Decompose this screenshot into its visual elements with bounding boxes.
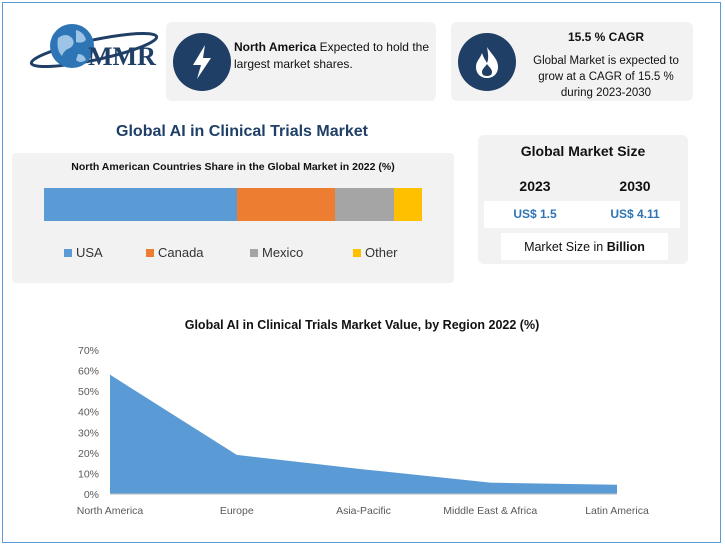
market-size-card: Global Market Size 2023 2030 US$ 1.5 US$… xyxy=(478,135,688,264)
legend-swatch xyxy=(250,248,258,257)
flame-badge xyxy=(458,33,516,91)
country-share-title: North American Countries Share in the Gl… xyxy=(71,161,395,173)
north-america-text: North America Expected to hold the large… xyxy=(234,39,434,73)
country-share-card: North American Countries Share in the Gl… xyxy=(12,153,454,283)
lightning-badge xyxy=(173,33,231,91)
year-2023: 2023 xyxy=(519,178,551,194)
value-2023: US$ 1.5 xyxy=(513,207,557,221)
bar-segment-canada xyxy=(236,188,336,221)
unit-box xyxy=(501,233,668,260)
x-tick-label: Middle East & Africa xyxy=(443,505,537,517)
legend-label: Other xyxy=(365,245,398,260)
y-tick-label: 70% xyxy=(78,345,99,357)
x-tick-label: Latin America xyxy=(585,505,649,517)
cagr-body: Global Market is expected to grow at a C… xyxy=(533,55,679,99)
legend-item-usa: USA xyxy=(64,245,103,260)
legend-label: USA xyxy=(76,245,103,260)
year-2030: 2030 xyxy=(619,178,651,194)
y-tick-label: 30% xyxy=(78,427,99,439)
mmr-logo: MMR xyxy=(28,18,160,80)
north-america-card: North America Expected to hold the large… xyxy=(166,22,436,101)
legend-item-mexico: Mexico xyxy=(250,245,303,260)
area-chart-title: Global AI in Clinical Trials Market Valu… xyxy=(184,318,540,332)
value-2030: US$ 4.11 xyxy=(610,207,660,221)
y-tick-label: 60% xyxy=(78,366,99,378)
legend-swatch xyxy=(64,248,72,257)
legend-item-other: Other xyxy=(353,245,398,260)
cagr-title: 15.5 % CAGR xyxy=(567,30,645,44)
y-tick-label: 40% xyxy=(78,407,99,419)
unit-label: Market Size in Billion xyxy=(501,240,668,254)
bar-segment-usa xyxy=(44,188,237,221)
main-title: Global AI in Clinical Trials Market xyxy=(116,123,368,140)
legend-item-canada: Canada xyxy=(146,245,204,260)
x-tick-label: Asia-Pacific xyxy=(336,505,391,517)
bar-segment-other xyxy=(393,188,422,221)
flame-icon xyxy=(476,47,498,78)
x-tick-label: North America xyxy=(77,505,144,517)
bar-segment-mexico xyxy=(335,188,394,221)
y-tick-label: 20% xyxy=(78,448,99,460)
y-tick-label: 50% xyxy=(78,386,99,398)
cagr-card: 15.5 % CAGR Global Market is expected to… xyxy=(451,22,693,101)
globe-icon xyxy=(29,24,159,69)
legend-label: Mexico xyxy=(262,245,304,260)
stacked-bar xyxy=(44,188,422,221)
logo-text: MMR xyxy=(88,42,156,71)
market-size-title: Global Market Size xyxy=(520,143,646,159)
legend-label: Canada xyxy=(158,245,204,260)
x-tick-label: Europe xyxy=(220,505,254,517)
legend-swatch xyxy=(353,248,361,257)
area-series xyxy=(110,374,617,494)
stacked-legend: USA Canada Mexico Other xyxy=(12,245,454,263)
y-tick-label: 10% xyxy=(78,468,99,480)
values-box xyxy=(484,201,680,228)
north-america-bold: North America xyxy=(234,40,317,54)
legend-swatch xyxy=(146,248,154,257)
y-tick-label: 0% xyxy=(84,489,99,501)
unit-prefix: Market Size in xyxy=(524,240,607,254)
lightning-icon xyxy=(193,45,211,79)
north-america-rest: Expected to hold the largest market shar… xyxy=(234,40,429,71)
unit-bold: Billion xyxy=(606,240,645,254)
